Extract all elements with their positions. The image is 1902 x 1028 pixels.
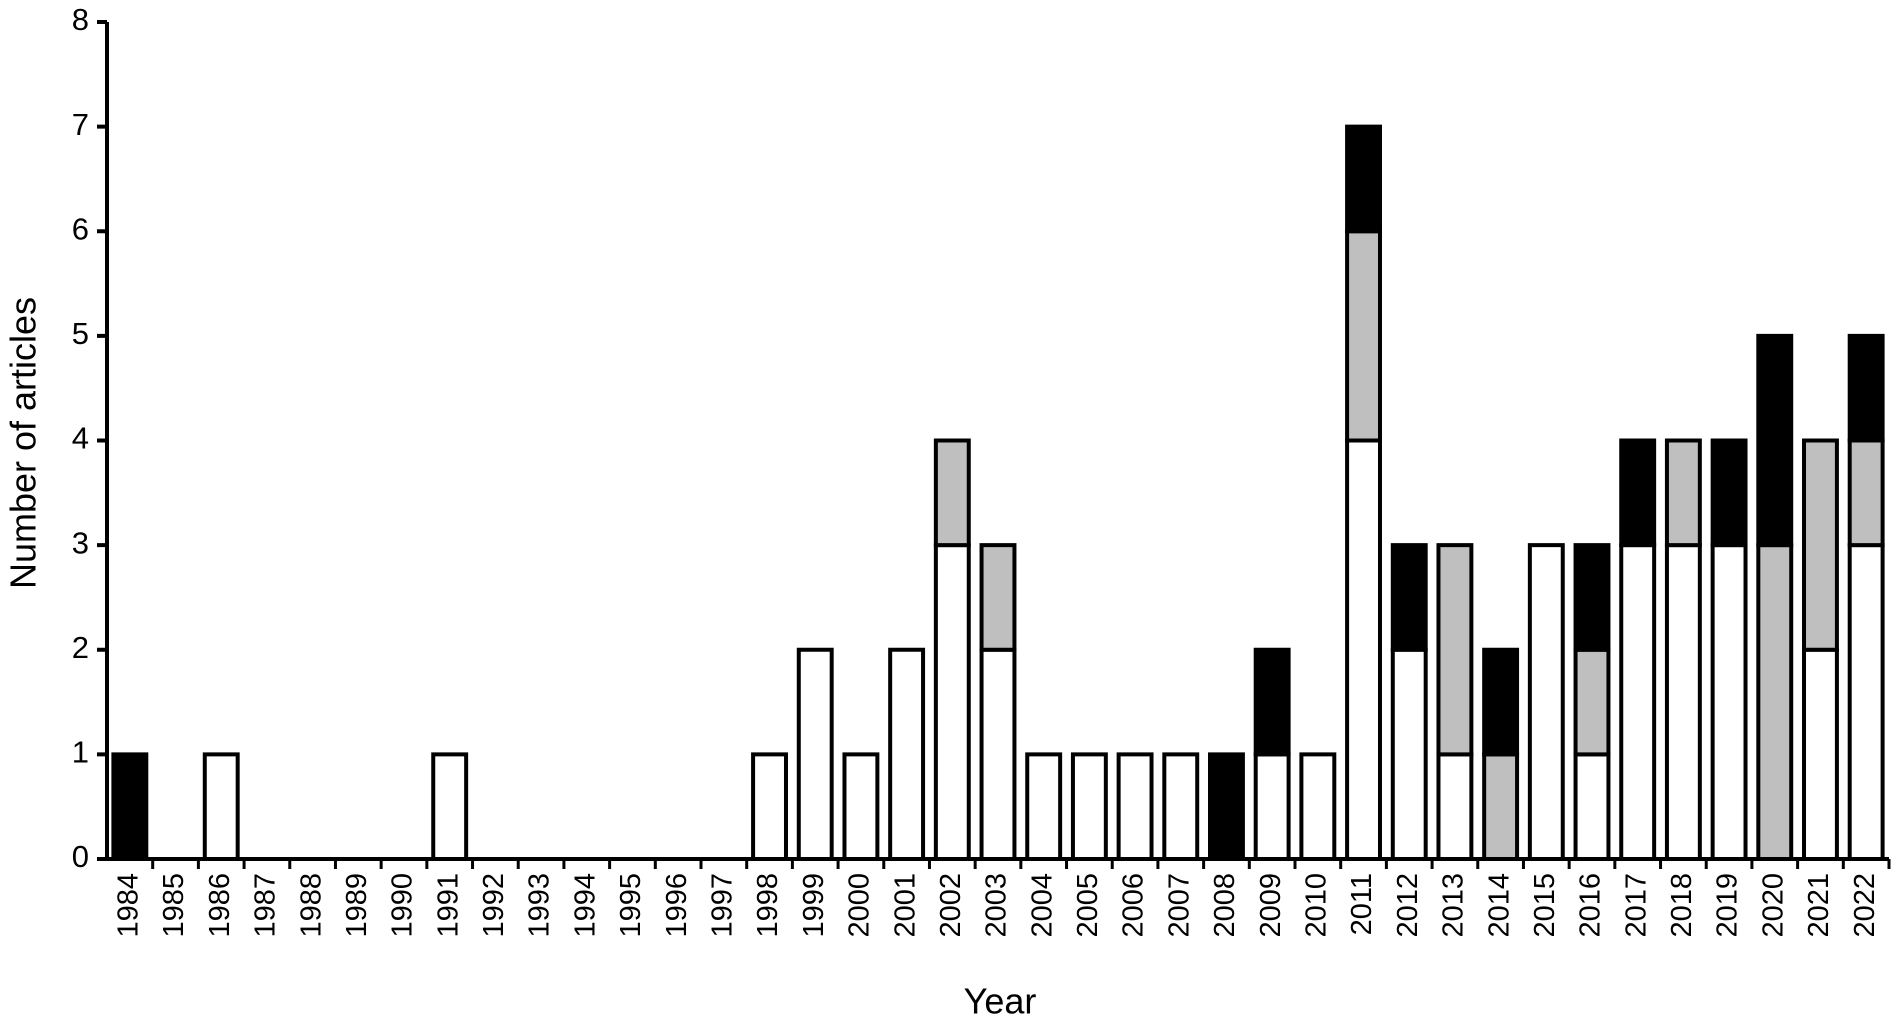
y-tick-label: 7 [72, 107, 89, 142]
bar-segment [1756, 543, 1794, 861]
x-tick-label: 2017 [1620, 873, 1652, 938]
bar-segment [1162, 752, 1200, 861]
x-tick-label: 2020 [1757, 873, 1789, 938]
bar-segment [111, 752, 149, 861]
bar-segment [1482, 752, 1520, 861]
y-tick-label: 1 [72, 735, 89, 770]
bar-segment [1710, 438, 1748, 548]
x-tick-label: 2007 [1163, 873, 1195, 938]
bar-segment [933, 543, 971, 861]
x-tick-label: 2008 [1209, 873, 1241, 938]
x-tick-label: 2002 [935, 873, 967, 938]
bar-segment [1253, 647, 1291, 757]
x-tick-label: 1996 [661, 873, 693, 938]
x-tick-label: 2010 [1301, 873, 1333, 938]
bar-segment [1345, 229, 1382, 443]
x-tick-label: 2005 [1072, 873, 1104, 938]
x-tick-label: 2013 [1438, 873, 1470, 938]
x-tick-label: 2012 [1392, 873, 1424, 938]
bar-segment [202, 752, 240, 861]
x-tick-label: 1991 [432, 873, 464, 938]
bar-segment [933, 438, 971, 548]
x-tick-label: 2011 [1346, 873, 1378, 935]
x-axis-title: Year [964, 981, 1037, 1022]
x-tick-label: 2004 [1026, 873, 1058, 938]
x-tick-label: 2022 [1849, 873, 1881, 938]
y-tick-label: 5 [72, 316, 89, 351]
x-tick-label: 1992 [478, 873, 510, 938]
bar-segment [1436, 543, 1474, 757]
bar-segment [1619, 438, 1657, 548]
y-tick-label: 4 [72, 421, 89, 456]
x-tick-label: 2006 [1118, 873, 1150, 938]
x-tick-label: 2019 [1712, 873, 1744, 938]
x-tick-label: 2021 [1803, 873, 1835, 938]
bar-segment [979, 543, 1017, 652]
x-tick-label: 1994 [569, 873, 601, 938]
x-tick-label: 2001 [889, 873, 921, 938]
x-tick-label: 1984 [113, 873, 145, 938]
bar-segment [1208, 752, 1245, 861]
bar-segment [1436, 752, 1474, 861]
x-tick-label: 1989 [341, 873, 373, 938]
bar-segment [1390, 543, 1428, 652]
bar-segment [979, 647, 1017, 861]
bar-segment [1802, 647, 1839, 861]
bar-segment [888, 647, 926, 861]
x-tick-label: 1993 [524, 873, 556, 938]
bar-segment [1299, 752, 1337, 861]
x-tick-label: 2015 [1529, 873, 1561, 938]
bar-segment [1664, 543, 1702, 861]
x-tick-label: 1998 [752, 873, 784, 938]
y-tick-label: 6 [72, 211, 89, 246]
x-tick-label: 2003 [981, 873, 1013, 938]
x-tick-label: 2000 [844, 873, 876, 938]
bar-segment [1025, 752, 1063, 861]
x-tick-label: 1990 [387, 873, 419, 938]
x-tick-label: 1995 [615, 873, 647, 938]
bar-segment [1482, 647, 1520, 757]
x-tick-label: 2016 [1575, 873, 1607, 938]
bar-segment [796, 647, 834, 861]
y-tick-label: 2 [72, 630, 89, 665]
bar-segment [1116, 752, 1154, 861]
x-tick-label: 1985 [158, 873, 190, 938]
x-tick-label: 1987 [250, 873, 282, 938]
bar-segment [1573, 543, 1611, 652]
bar-segment [751, 752, 788, 861]
y-tick-label: 3 [72, 525, 89, 560]
x-tick-label: 1986 [204, 873, 236, 938]
bar-segment [1710, 543, 1748, 861]
y-tick-label: 0 [72, 839, 89, 874]
bar-segment [1756, 333, 1794, 548]
bar-segment [1345, 124, 1382, 234]
x-tick-label: 1997 [707, 873, 739, 938]
bar-segment [1070, 752, 1108, 861]
bar-segment [1573, 752, 1611, 861]
bar-segment [842, 752, 880, 861]
x-tick-label: 2014 [1483, 873, 1515, 938]
bar-segment [1345, 438, 1382, 861]
bar-segment [1253, 752, 1291, 861]
bar-segment [1619, 543, 1657, 861]
x-tick-label: 2018 [1666, 873, 1698, 938]
bar-segment [1573, 647, 1611, 757]
bar-segment [1664, 438, 1702, 548]
bar-segment [1847, 333, 1885, 443]
bar-segment [1802, 438, 1839, 652]
bar-segment [1390, 647, 1428, 861]
bar-segment [1847, 543, 1885, 861]
x-tick-label: 1999 [798, 873, 830, 938]
bar-segment [431, 752, 469, 861]
x-tick-label: 1988 [295, 873, 327, 938]
bar-segment [1527, 543, 1565, 861]
bar-segment [1847, 438, 1885, 548]
y-axis-title: Number of articles [3, 297, 44, 589]
y-tick-label: 8 [72, 2, 89, 37]
x-tick-label: 2009 [1255, 873, 1287, 938]
